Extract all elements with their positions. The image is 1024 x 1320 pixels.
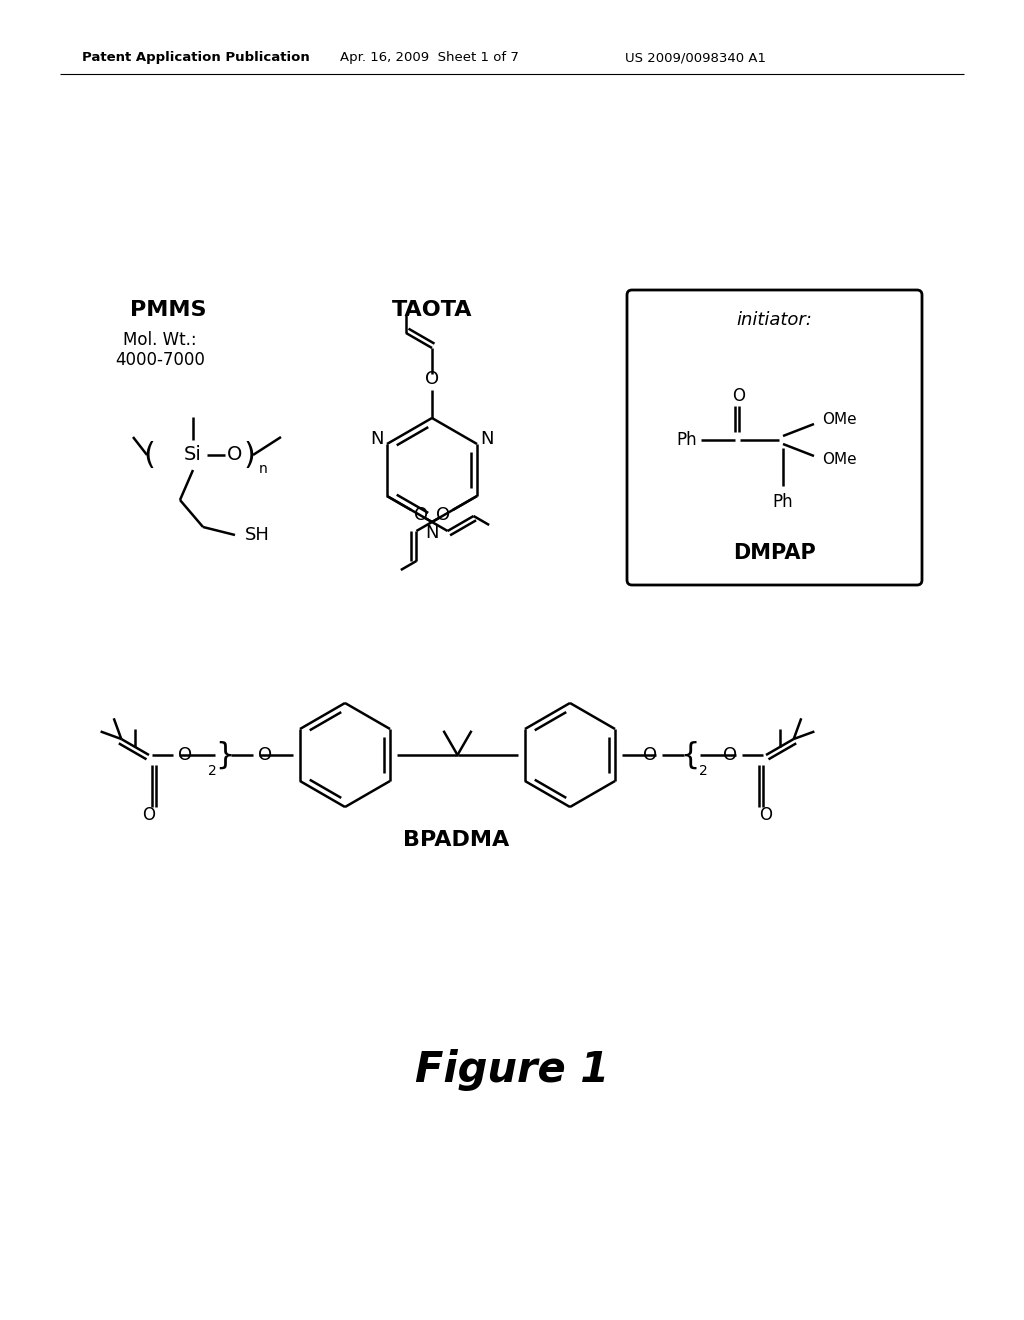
Text: O: O: [425, 370, 439, 388]
Text: O: O: [258, 746, 272, 764]
Text: Apr. 16, 2009  Sheet 1 of 7: Apr. 16, 2009 Sheet 1 of 7: [340, 51, 519, 65]
Text: Ph: Ph: [677, 432, 697, 449]
Text: 2: 2: [208, 764, 216, 777]
Text: OMe: OMe: [821, 412, 856, 428]
Text: O: O: [414, 507, 428, 524]
Text: N: N: [371, 429, 384, 447]
Text: DMPAP: DMPAP: [733, 543, 816, 564]
Text: O: O: [142, 807, 156, 824]
Text: {: {: [680, 741, 699, 770]
Text: O: O: [732, 387, 745, 405]
Text: 4000-7000: 4000-7000: [115, 351, 205, 370]
Text: OMe: OMe: [821, 453, 856, 467]
Text: O: O: [760, 807, 772, 824]
Text: PMMS: PMMS: [130, 300, 206, 319]
Text: O: O: [227, 446, 243, 465]
Text: TAOTA: TAOTA: [392, 300, 472, 319]
Text: N: N: [480, 429, 494, 447]
Text: O: O: [436, 507, 451, 524]
Text: O: O: [178, 746, 193, 764]
Text: O: O: [723, 746, 737, 764]
Text: n: n: [259, 462, 267, 477]
Text: (: (: [143, 441, 155, 470]
Text: 2: 2: [698, 764, 708, 777]
Text: BPADMA: BPADMA: [402, 830, 509, 850]
Text: ): ): [243, 441, 255, 470]
Text: N: N: [425, 524, 438, 543]
FancyBboxPatch shape: [627, 290, 922, 585]
Text: Mol. Wt.:: Mol. Wt.:: [123, 331, 197, 348]
Text: SH: SH: [245, 525, 269, 544]
Text: US 2009/0098340 A1: US 2009/0098340 A1: [625, 51, 766, 65]
Text: initiator:: initiator:: [736, 312, 812, 329]
Text: Patent Application Publication: Patent Application Publication: [82, 51, 309, 65]
Text: Figure 1: Figure 1: [415, 1049, 609, 1092]
Text: }: }: [215, 741, 234, 770]
Text: O: O: [643, 746, 657, 764]
Text: Ph: Ph: [773, 492, 794, 511]
Text: Si: Si: [184, 446, 202, 465]
